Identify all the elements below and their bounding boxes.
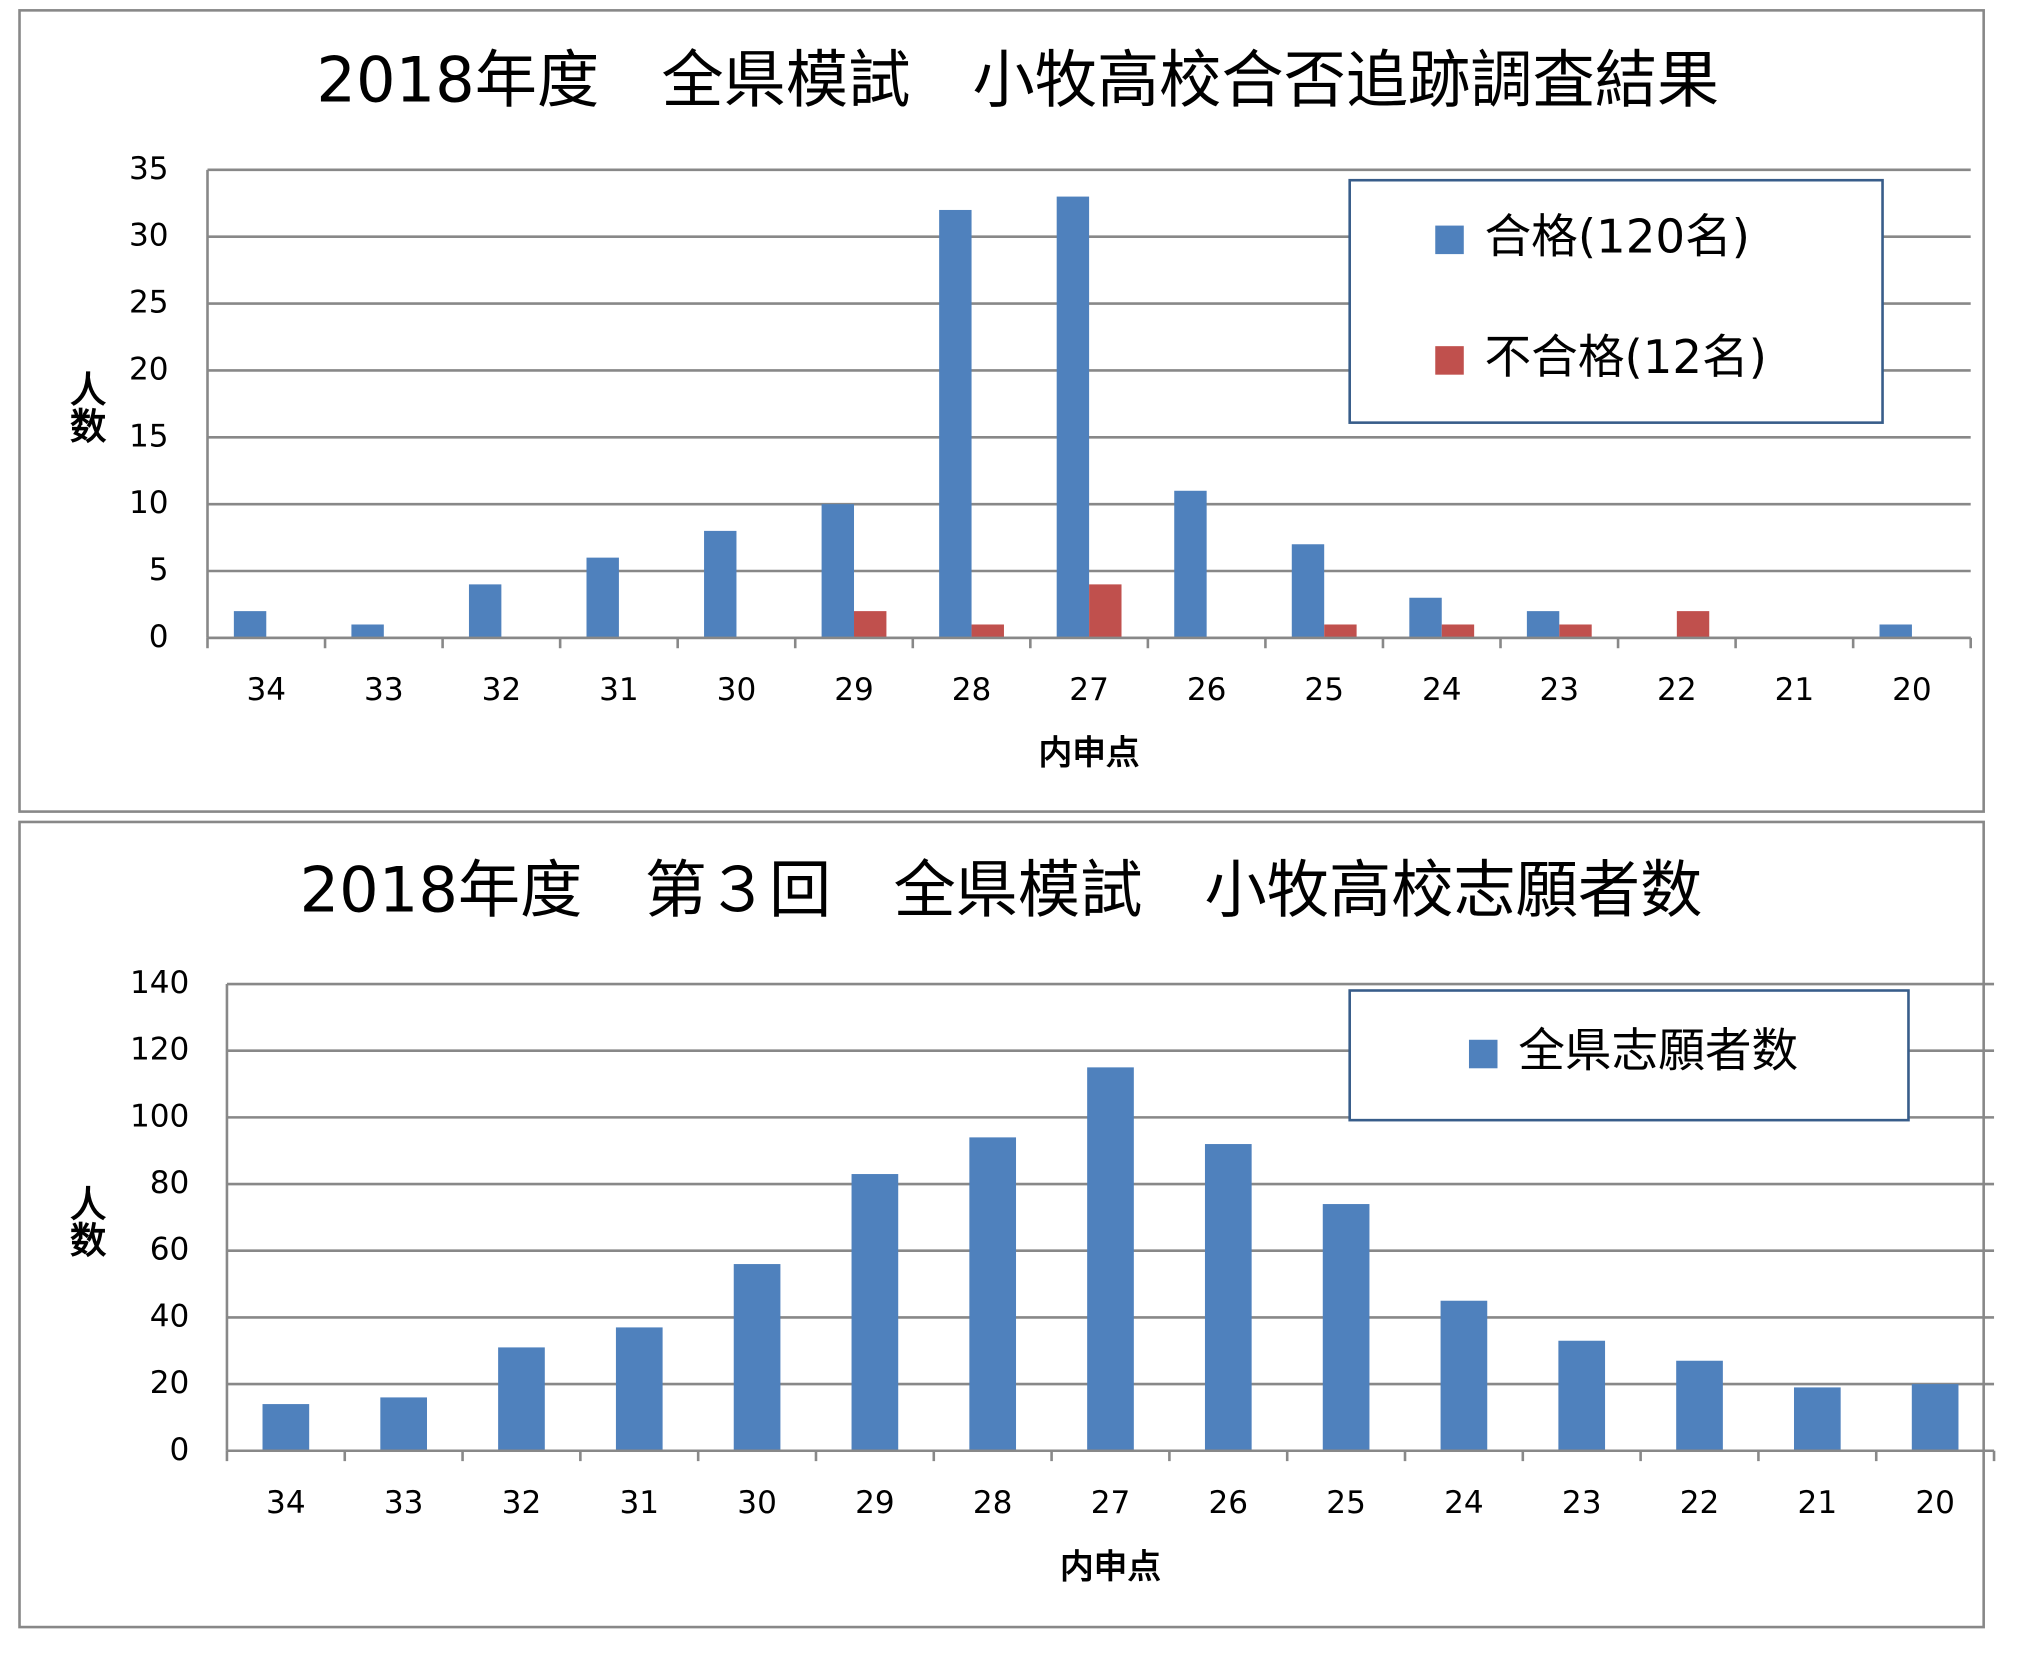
x-tick-label: 26: [1209, 1485, 1249, 1521]
x-tick-label: 34: [266, 1485, 306, 1521]
bar: [1291, 544, 1325, 638]
x-tick-label: 31: [619, 1485, 659, 1521]
y-tick-label: 20: [129, 351, 169, 387]
y-tick-label: 120: [130, 1032, 189, 1068]
y-tick-label: 100: [130, 1098, 189, 1134]
x-tick-label: 25: [1304, 672, 1344, 708]
bar: [351, 624, 384, 638]
x-axis-label: 内申点: [1060, 1547, 1161, 1586]
y-axis-label: 人数: [64, 1185, 107, 1258]
bar: [1559, 624, 1592, 638]
bar: [1911, 1384, 1959, 1451]
x-axis-label: 内申点: [1039, 733, 1140, 772]
y-tick-label: 5: [149, 552, 169, 588]
bar: [851, 1174, 899, 1451]
legend-swatch: [1435, 225, 1464, 255]
bar: [233, 611, 267, 638]
y-tick-label: 30: [129, 218, 169, 254]
x-tick-label: 33: [364, 672, 404, 708]
legend-label: 不合格(12名): [1485, 331, 1767, 385]
bar: [939, 209, 972, 638]
x-tick-label: 30: [737, 1485, 777, 1521]
legend-label: 合格(120名): [1485, 210, 1750, 264]
y-tick-label: 60: [150, 1232, 190, 1268]
x-tick-label: 28: [952, 672, 992, 708]
x-tick-label: 23: [1562, 1485, 1602, 1521]
bar: [1440, 1300, 1488, 1451]
chart-title: 2018年度 全県模試 小牧高校合否追跡調査結果: [316, 43, 1719, 116]
bar: [1558, 1340, 1606, 1451]
y-tick-label: 140: [130, 965, 189, 1001]
x-tick-label: 26: [1187, 672, 1227, 708]
y-tick-label: 20: [150, 1365, 190, 1401]
x-tick-label: 24: [1444, 1485, 1484, 1521]
x-tick-label: 31: [599, 672, 639, 708]
y-tick-label: 80: [150, 1165, 190, 1201]
bar: [1526, 611, 1560, 638]
x-tick-label: 23: [1539, 672, 1579, 708]
bar: [1056, 196, 1090, 638]
x-tick-label: 20: [1892, 672, 1932, 708]
y-tick-label: 40: [150, 1298, 190, 1334]
bar: [498, 1347, 545, 1451]
bar: [1087, 1067, 1134, 1451]
y-axis-label: 人数: [64, 371, 107, 444]
x-tick-label: 22: [1657, 672, 1697, 708]
x-tick-label: 33: [384, 1485, 424, 1521]
x-tick-label: 24: [1422, 672, 1462, 708]
bar: [262, 1404, 310, 1451]
y-tick-label: 15: [129, 418, 169, 454]
x-tick-label: 28: [973, 1485, 1013, 1521]
bar: [821, 504, 855, 638]
x-tick-label: 30: [717, 672, 757, 708]
bar: [380, 1397, 427, 1451]
bar: [1676, 1360, 1723, 1451]
legend-box: [1348, 989, 1910, 1122]
bar: [615, 1327, 663, 1451]
x-tick-label: 22: [1680, 1485, 1720, 1521]
bar: [1174, 490, 1207, 638]
bar: [1879, 624, 1912, 638]
y-tick-label: 0: [170, 1432, 190, 1468]
x-tick-label: 32: [502, 1485, 542, 1521]
x-tick-label: 21: [1798, 1485, 1838, 1521]
y-tick-label: 25: [129, 285, 169, 321]
x-tick-label: 20: [1915, 1485, 1955, 1521]
bar: [854, 611, 887, 638]
bar: [1322, 1204, 1370, 1451]
bar: [704, 530, 737, 638]
bar: [1441, 624, 1475, 638]
bar: [1204, 1144, 1252, 1451]
chart-title: 2018年度 第３回 全県模試 小牧高校志願者数: [300, 854, 1703, 927]
bar: [468, 584, 502, 638]
legend-box: [1348, 178, 1884, 424]
y-tick-label: 35: [129, 151, 169, 187]
x-tick-label: 27: [1069, 672, 1109, 708]
x-tick-label: 29: [855, 1485, 895, 1521]
x-tick-label: 25: [1326, 1485, 1366, 1521]
bar: [1676, 611, 1710, 638]
x-tick-label: 21: [1775, 672, 1815, 708]
x-tick-label: 32: [482, 672, 522, 708]
x-tick-label: 29: [834, 672, 874, 708]
bar: [1793, 1387, 1841, 1451]
bar: [1089, 584, 1122, 638]
legend-label: 全県志願者数: [1518, 1025, 1798, 1079]
legend-swatch: [1468, 1039, 1498, 1069]
legend-swatch: [1435, 346, 1464, 375]
x-tick-label: 34: [246, 672, 286, 708]
y-tick-label: 10: [129, 485, 169, 521]
y-tick-label: 0: [149, 619, 169, 655]
x-tick-label: 27: [1091, 1485, 1131, 1521]
bar: [586, 557, 619, 638]
bar: [1324, 624, 1357, 638]
bar: [1409, 597, 1442, 638]
bar: [971, 624, 1004, 638]
bar: [969, 1137, 1017, 1451]
bar: [733, 1264, 781, 1451]
